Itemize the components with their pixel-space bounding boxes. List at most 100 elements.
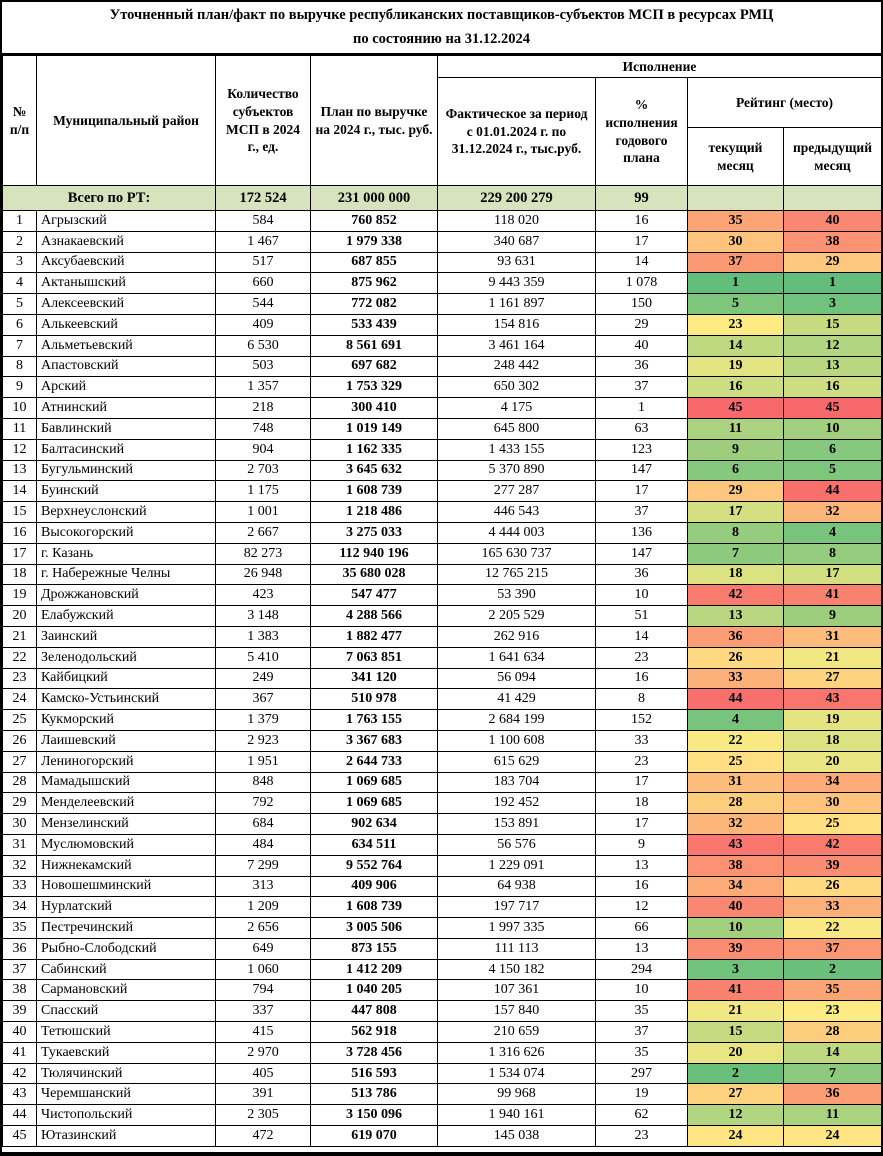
- row-number: 44: [2, 1104, 37, 1127]
- district-row: 18 г. Набережные Челны 26 948 35 680 028…: [2, 563, 881, 586]
- district-name: Менделеевский: [36, 792, 216, 815]
- row-number: 10: [2, 397, 37, 419]
- percent-value: 13: [595, 937, 688, 960]
- rank-current-cell: 21: [687, 1000, 784, 1023]
- percent-value: 10: [595, 979, 688, 1002]
- rank-current-cell: 45: [687, 397, 784, 419]
- plan-value: 1 763 155: [310, 709, 438, 731]
- rank-current-cell: 6: [687, 459, 784, 482]
- msp-count-value: 6 530: [215, 334, 311, 357]
- district-row: 24 Камско-Устьинский 367 510 978 41 429 …: [2, 688, 881, 711]
- plan-value: 516 593: [310, 1062, 438, 1085]
- district-name: Рыбно-Слободский: [36, 937, 216, 960]
- rank-current-cell: 42: [687, 584, 784, 607]
- fact-value: 645 800: [437, 417, 596, 440]
- percent-value: 150: [595, 293, 688, 315]
- percent-value: 152: [595, 709, 688, 731]
- row-number: 11: [2, 417, 37, 440]
- district-name: Тюлячинский: [36, 1062, 216, 1085]
- msp-count-value: 792: [215, 792, 311, 815]
- rank-current-cell: 37: [687, 251, 784, 274]
- district-name: Черемшанский: [36, 1083, 216, 1106]
- row-number: 17: [2, 542, 37, 565]
- fact-value: 197 717: [437, 896, 596, 919]
- percent-value: 17: [595, 480, 688, 503]
- fact-value: 12 765 215: [437, 563, 596, 586]
- rank-current-cell: 5: [687, 293, 784, 315]
- plan-value: 1 040 205: [310, 979, 438, 1002]
- percent-value: 12: [595, 896, 688, 919]
- rank-previous-cell: 22: [783, 917, 881, 939]
- district-row: 34 Нурлатский 1 209 1 608 739 197 717 12…: [2, 896, 881, 919]
- percent-value: 62: [595, 1104, 688, 1127]
- rank-previous-cell: 26: [783, 875, 881, 898]
- fact-value: 650 302: [437, 376, 596, 399]
- percent-value: 123: [595, 438, 688, 461]
- rank-previous-cell: 43: [783, 688, 881, 711]
- plan-value: 447 808: [310, 1000, 438, 1023]
- col-header-rating: Рейтинг (место): [687, 77, 881, 128]
- district-row: 28 Мамадышский 848 1 069 685 183 704 17 …: [2, 771, 881, 794]
- rank-previous-cell: 17: [783, 563, 881, 586]
- district-row: 22 Зеленодольский 5 410 7 063 851 1 641 …: [2, 646, 881, 669]
- district-name: Агрызский: [36, 210, 216, 232]
- total-row: Всего по РТ: 172 524 231 000 000 229 200…: [2, 185, 881, 211]
- rank-current-cell: 43: [687, 833, 784, 856]
- row-number: 23: [2, 667, 37, 690]
- percent-value: 23: [595, 750, 688, 773]
- row-number: 41: [2, 1041, 37, 1064]
- plan-value: 873 155: [310, 937, 438, 960]
- total-msp-count: 172 524: [215, 185, 311, 211]
- percent-value: 17: [595, 813, 688, 835]
- row-number: 22: [2, 646, 37, 669]
- plan-value: 547 477: [310, 584, 438, 607]
- report-title: Уточненный план/факт по выручке республи…: [2, 2, 881, 55]
- district-name: Бавлинский: [36, 417, 216, 440]
- fact-value: 153 891: [437, 813, 596, 835]
- percent-value: 66: [595, 917, 688, 939]
- rank-current-cell: 27: [687, 1083, 784, 1106]
- row-number: 19: [2, 584, 37, 607]
- rank-previous-cell: 37: [783, 937, 881, 960]
- rank-current-cell: 41: [687, 979, 784, 1002]
- row-number: 9: [2, 376, 37, 399]
- fact-value: 56 094: [437, 667, 596, 690]
- rank-current-cell: 18: [687, 563, 784, 586]
- fact-value: 1 641 634: [437, 646, 596, 669]
- rank-current-cell: 24: [687, 1125, 784, 1147]
- percent-value: 63: [595, 417, 688, 440]
- district-name: Ютазинский: [36, 1125, 216, 1147]
- district-name: Елабужский: [36, 605, 216, 627]
- msp-count-value: 367: [215, 688, 311, 711]
- rank-previous-cell: 38: [783, 230, 881, 253]
- msp-count-value: 660: [215, 272, 311, 295]
- plan-value: 3 645 632: [310, 459, 438, 482]
- rank-previous-cell: 23: [783, 1000, 881, 1023]
- row-number: 25: [2, 709, 37, 731]
- msp-count-value: 1 951: [215, 750, 311, 773]
- plan-value: 1 412 209: [310, 958, 438, 981]
- col-header-msp-count: Количество субъектов МСП в 2024 г., ед.: [215, 55, 311, 186]
- rank-previous-cell: 9: [783, 605, 881, 627]
- plan-value: 112 940 196: [310, 542, 438, 565]
- district-name: Азнакаевский: [36, 230, 216, 253]
- row-number: 20: [2, 605, 37, 627]
- rank-current-cell: 10: [687, 917, 784, 939]
- rank-current-cell: 2: [687, 1062, 784, 1085]
- msp-count-value: 7 299: [215, 854, 311, 877]
- plan-value: 1 753 329: [310, 376, 438, 399]
- report-title-line1: Уточненный план/факт по выручке республи…: [109, 7, 774, 24]
- percent-value: 36: [595, 355, 688, 378]
- rank-previous-cell: 45: [783, 397, 881, 419]
- district-name: Бугульминский: [36, 459, 216, 482]
- district-row: 2 Азнакаевский 1 467 1 979 338 340 687 1…: [2, 230, 881, 253]
- percent-value: 10: [595, 584, 688, 607]
- district-row: 9 Арский 1 357 1 753 329 650 302 37 16 1…: [2, 376, 881, 399]
- msp-count-value: 684: [215, 813, 311, 835]
- fact-value: 1 940 161: [437, 1104, 596, 1127]
- rank-current-cell: 30: [687, 230, 784, 253]
- district-row: 37 Сабинский 1 060 1 412 209 4 150 182 2…: [2, 958, 881, 981]
- msp-count-value: 2 703: [215, 459, 311, 482]
- district-name: Алексеевский: [36, 293, 216, 315]
- plan-value: 619 070: [310, 1125, 438, 1147]
